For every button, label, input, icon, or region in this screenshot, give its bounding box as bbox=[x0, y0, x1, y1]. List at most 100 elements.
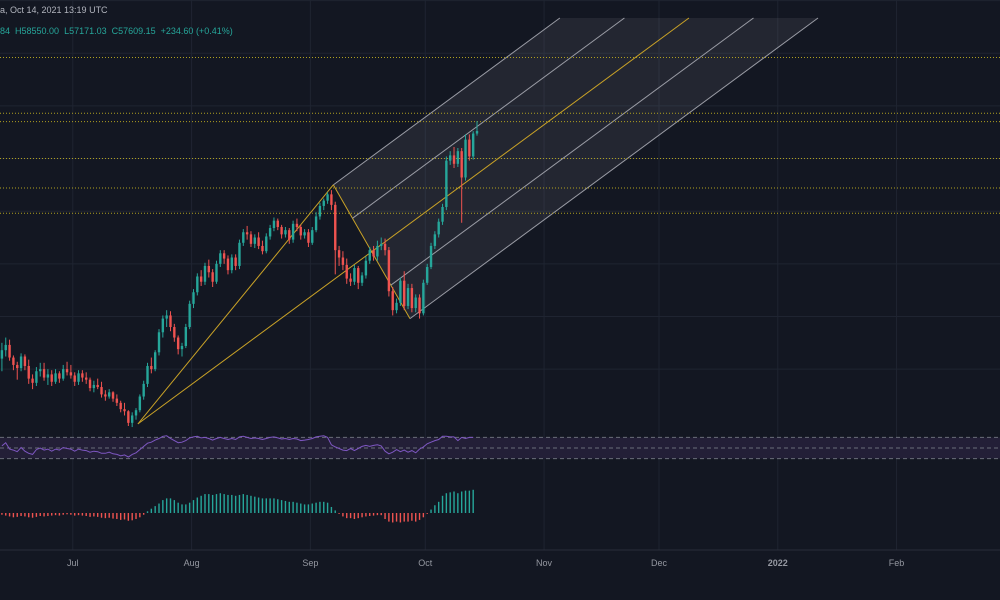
histogram-bar-58 bbox=[223, 494, 225, 513]
candle-body-97 bbox=[372, 250, 375, 257]
candle-body-62 bbox=[238, 242, 241, 266]
candle-body-4 bbox=[16, 364, 19, 369]
candle-body-96 bbox=[368, 250, 371, 261]
candle-body-122 bbox=[468, 139, 471, 157]
histogram-bar-39 bbox=[150, 508, 153, 513]
histogram-bar-3 bbox=[12, 513, 15, 518]
histogram-bar-81 bbox=[311, 503, 313, 513]
histogram-bar-10 bbox=[39, 513, 41, 517]
histogram-bar-2 bbox=[8, 513, 11, 517]
histogram-bar-53 bbox=[204, 494, 206, 513]
candle-body-45 bbox=[173, 327, 176, 338]
histogram-bar-44 bbox=[169, 498, 172, 513]
candle-body-48 bbox=[184, 327, 188, 346]
candle-body-118 bbox=[452, 155, 456, 164]
x-tick-label-7: Feb bbox=[889, 558, 905, 568]
candle-body-112 bbox=[429, 245, 433, 267]
histogram-bar-107 bbox=[411, 513, 413, 521]
histogram-bar-115 bbox=[441, 495, 444, 513]
candle-body-68 bbox=[261, 245, 264, 252]
histogram-bar-73 bbox=[280, 500, 283, 513]
ohlc-values: 84 H58550.00 L57171.03 C57609.15 +234.60 (+0… bbox=[0, 26, 238, 36]
ohlc-open: 84 bbox=[0, 26, 11, 36]
histogram-bar-25 bbox=[97, 513, 99, 517]
candle-body-14 bbox=[54, 373, 57, 382]
candle-body-82 bbox=[314, 216, 318, 231]
candle-body-10 bbox=[39, 369, 42, 372]
histogram-bar-79 bbox=[303, 504, 306, 513]
candle-body-52 bbox=[199, 276, 203, 282]
candle-body-40 bbox=[153, 352, 157, 370]
histogram-bar-71 bbox=[273, 498, 275, 513]
candle-body-69 bbox=[265, 236, 268, 252]
histogram-bar-89 bbox=[342, 513, 344, 517]
histogram-bar-24 bbox=[93, 513, 95, 517]
histogram-bar-61 bbox=[234, 495, 237, 513]
candle-body-42 bbox=[161, 318, 165, 333]
histogram-bar-37 bbox=[142, 513, 145, 515]
histogram-bar-102 bbox=[392, 513, 394, 523]
candle-body-8 bbox=[31, 378, 34, 383]
histogram-bar-27 bbox=[104, 513, 107, 519]
histogram-bar-14 bbox=[54, 513, 57, 516]
histogram-bar-94 bbox=[361, 513, 363, 518]
candle-body-34 bbox=[130, 415, 134, 423]
candle-body-36 bbox=[138, 396, 142, 411]
histogram-bar-21 bbox=[81, 513, 84, 516]
candle-body-51 bbox=[196, 276, 199, 293]
histogram-bar-101 bbox=[388, 513, 390, 522]
candle-body-61 bbox=[234, 257, 237, 266]
histogram-bar-109 bbox=[418, 513, 421, 520]
histogram-bar-90 bbox=[346, 513, 348, 519]
histogram-bar-112 bbox=[430, 509, 432, 513]
candle-body-83 bbox=[318, 205, 322, 217]
candle-body-120 bbox=[460, 151, 463, 178]
x-tick-label-2: Sep bbox=[302, 558, 318, 568]
candle-body-56 bbox=[215, 263, 218, 282]
candle-body-38 bbox=[146, 365, 149, 384]
histogram-bar-91 bbox=[349, 513, 352, 519]
histogram-bar-72 bbox=[277, 499, 279, 513]
candle-body-37 bbox=[142, 383, 145, 397]
candle-body-65 bbox=[249, 234, 253, 244]
candle-body-119 bbox=[456, 151, 460, 164]
candle-body-78 bbox=[299, 226, 302, 236]
pitchfork-channel bbox=[137, 17, 819, 425]
candlestick-series bbox=[0, 121, 479, 428]
candle-body-32 bbox=[123, 409, 126, 412]
candle-body-5 bbox=[19, 356, 23, 369]
candle-body-94 bbox=[360, 275, 364, 283]
histogram-bar-63 bbox=[242, 494, 244, 513]
candle-body-98 bbox=[376, 245, 379, 257]
candle-body-53 bbox=[203, 265, 207, 282]
ohlc-close: C57609.15 bbox=[111, 26, 156, 36]
histogram-bar-60 bbox=[231, 494, 233, 513]
candle-body-88 bbox=[337, 250, 341, 258]
ohlc-change: +234.60 (+0.41%) bbox=[160, 26, 233, 36]
x-tick-label-0: Jul bbox=[67, 558, 79, 568]
pitchfork-median bbox=[137, 17, 690, 425]
symbol-timestamp: a, Oct 14, 2021 13:19 UTC bbox=[0, 5, 108, 15]
candle-body-121 bbox=[464, 139, 467, 178]
candle-body-60 bbox=[230, 257, 234, 271]
histogram-bar-13 bbox=[51, 513, 53, 516]
histogram-bar-98 bbox=[376, 513, 379, 516]
histogram-bar-122 bbox=[468, 490, 471, 513]
histogram-bar-84 bbox=[323, 501, 325, 513]
histogram-bar-87 bbox=[334, 510, 336, 513]
histogram-bar-78 bbox=[300, 503, 302, 513]
candle-body-59 bbox=[226, 258, 230, 271]
histogram-bar-36 bbox=[139, 513, 141, 518]
histogram-bar-106 bbox=[407, 513, 409, 522]
histogram-bar-62 bbox=[238, 494, 241, 513]
histogram-bar-43 bbox=[165, 498, 168, 513]
candle-body-93 bbox=[357, 268, 360, 283]
candle-body-21 bbox=[81, 373, 84, 378]
candle-body-57 bbox=[219, 253, 222, 264]
histogram-bar-100 bbox=[384, 513, 386, 520]
candle-body-30 bbox=[115, 398, 119, 403]
candle-body-33 bbox=[127, 411, 130, 423]
histogram-bar-30 bbox=[116, 513, 118, 520]
candle-body-22 bbox=[85, 377, 88, 380]
